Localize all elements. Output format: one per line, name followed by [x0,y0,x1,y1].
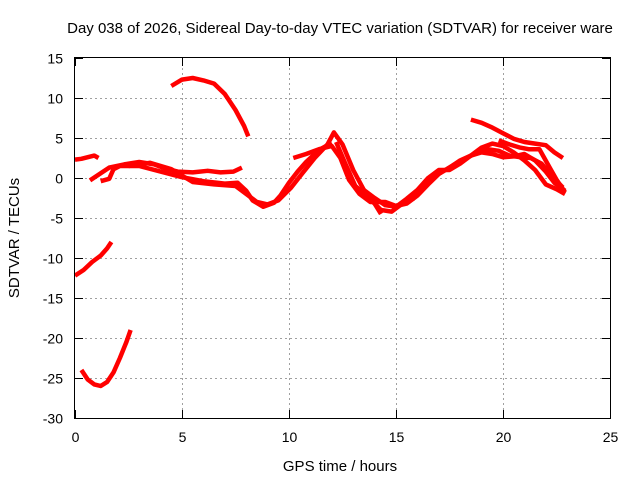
plot-frame [74,57,611,419]
data-series [73,75,567,389]
series-arc-9 [334,141,565,214]
axis-ticks: 0 5 10 15 20 25 -30 -25 -20 -15 -10 -5 0 5 10 15 [43,51,619,446]
x-tick-label: 25 [603,429,619,445]
grid [75,58,610,418]
series-arc-11 [470,117,565,160]
y-tick-label: -30 [43,411,63,427]
x-tick-label: 5 [179,429,187,445]
y-tick-label: -5 [51,211,64,227]
series-arc-7 [170,75,251,138]
x-tick-label: 15 [389,429,405,445]
series-arc-10 [362,150,567,210]
series-arc-1 [74,153,100,162]
y-tick-label: 5 [55,131,63,147]
y-tick-label: -15 [43,291,63,307]
y-tick-label: 15 [47,51,63,67]
series-arc-2 [73,240,114,278]
y-tick-label: 0 [55,171,63,187]
x-tick-label: 20 [496,429,512,445]
x-tick-label: 0 [72,429,80,445]
x-axis-label: GPS time / hours [283,458,397,475]
x-tick-label: 10 [282,429,298,445]
series-arc-6 [128,130,383,216]
y-tick-label: 10 [47,91,63,107]
chart-title: Day 038 of 2026, Sidereal Day-to-day VTE… [67,20,613,37]
y-axis-label: SDTVAR / TECUs [6,178,23,298]
series-arc-5 [100,140,333,210]
series-arc-12 [497,138,567,194]
y-tick-label: -20 [43,331,63,347]
series-arc-3 [79,329,133,389]
y-tick-label: -10 [43,251,63,267]
y-tick-label: -25 [43,371,63,387]
